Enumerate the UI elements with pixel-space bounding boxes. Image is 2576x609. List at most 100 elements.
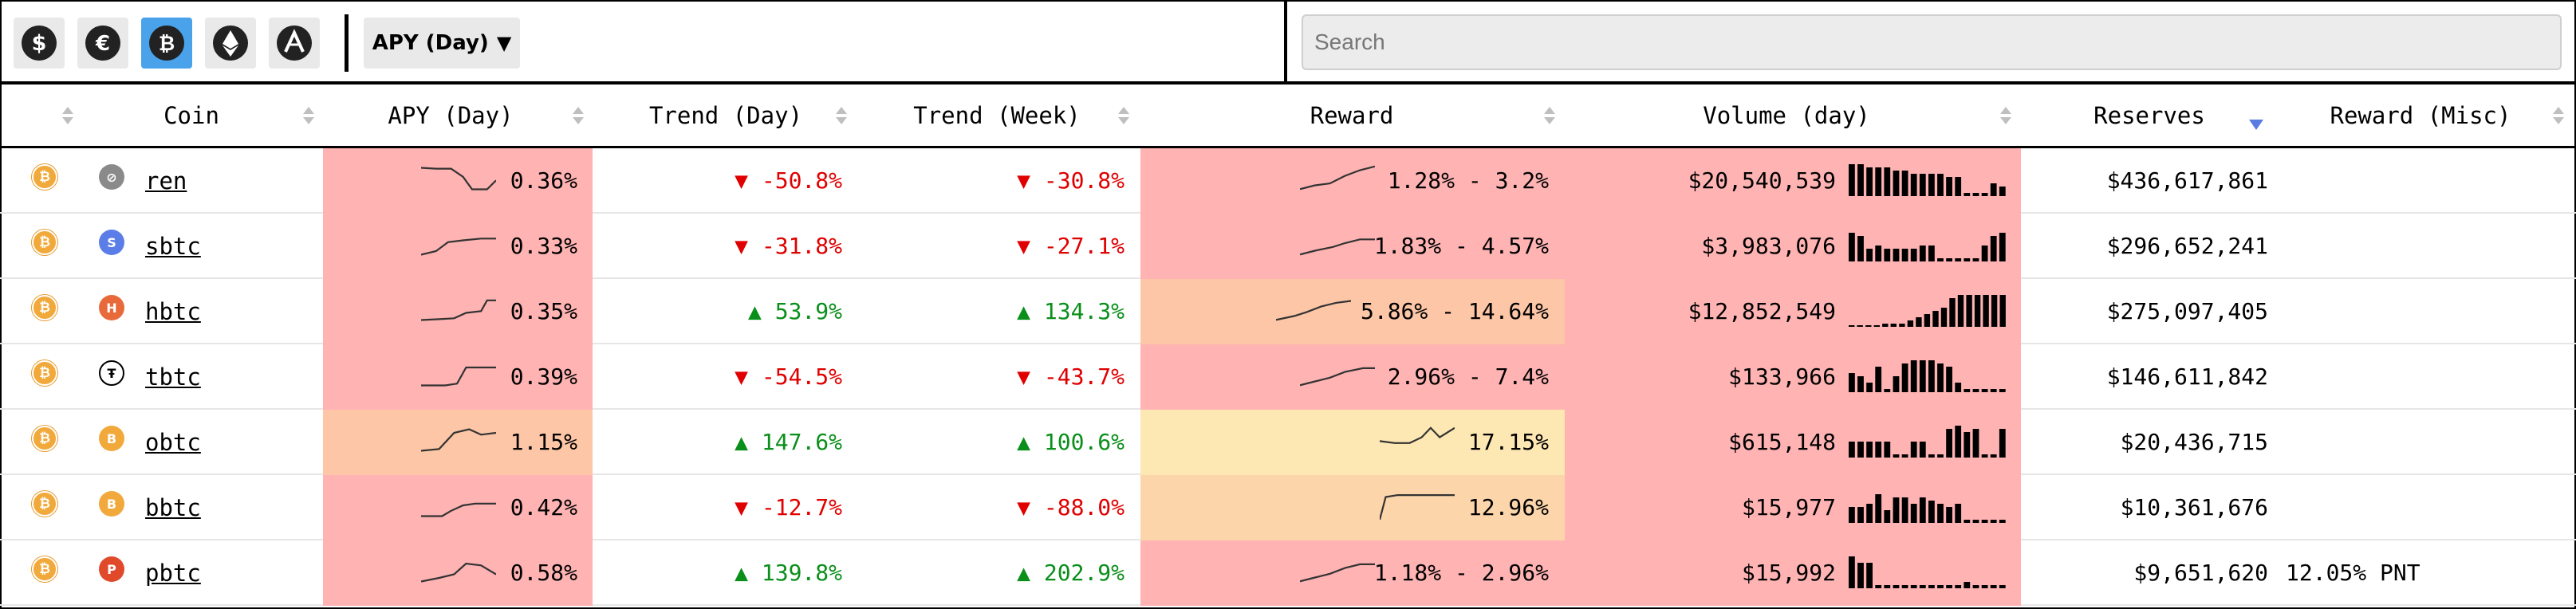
- volume-bar: [1991, 295, 1998, 327]
- trend-week-value: ▲ 202.9%: [1017, 559, 1125, 586]
- header-volume-day[interactable]: Volume (day): [1563, 84, 2010, 146]
- header-reward-misc[interactable]: Reward (Misc): [2281, 84, 2560, 146]
- volume-bar: [1928, 454, 1935, 458]
- coin-link[interactable]: ren: [145, 167, 187, 194]
- header-reserves-label: Reserves: [2093, 101, 2205, 129]
- currency-arb-button[interactable]: [269, 18, 320, 69]
- reserves-value: $10,361,676: [2120, 493, 2268, 521]
- volume-bar: [1884, 389, 1891, 392]
- volume-bar: [1857, 563, 1864, 588]
- coin-link[interactable]: bbtc: [145, 494, 201, 521]
- reward-value: 1.83% - 4.57%: [1373, 232, 1549, 259]
- volume-bar: [1884, 167, 1891, 196]
- trend-day-value: ▼ -50.8%: [735, 167, 842, 194]
- volume-bar: [1972, 429, 1979, 458]
- svg-text:€: €: [95, 32, 110, 56]
- header-apy-day[interactable]: APY (Day): [327, 84, 574, 146]
- reward-sparkline: [1300, 563, 1375, 583]
- sort-icon[interactable]: [2553, 107, 2564, 126]
- reward-value: 5.86% - 14.64%: [1360, 297, 1549, 324]
- volume-bar: [1981, 246, 1988, 261]
- apy-period-select[interactable]: APY (Day) ▼: [364, 18, 520, 69]
- volume-bar: [1964, 193, 1971, 196]
- volume-bar: [1882, 324, 1889, 327]
- coin-link[interactable]: hbtc: [145, 298, 201, 325]
- apy-sparkline: [421, 167, 496, 191]
- sort-icon[interactable]: [836, 107, 847, 126]
- volume-bar: [1972, 193, 1979, 196]
- header-trend-day[interactable]: Trend (Day): [594, 84, 857, 146]
- volume-bar: [1866, 563, 1873, 588]
- bitcoin-icon: ₿: [32, 491, 57, 517]
- reserves-value: $20,436,715: [2120, 428, 2268, 455]
- volume-bar: [1955, 504, 1962, 523]
- volume-bar: [1893, 454, 1900, 458]
- reward-misc-value: [2286, 148, 2557, 212]
- trend-week-value: ▼ -88.0%: [1017, 493, 1125, 521]
- currency-btc-button[interactable]: ₿: [141, 18, 192, 69]
- bitcoin-icon: ₿: [149, 26, 184, 61]
- volume-bar: [1893, 249, 1900, 261]
- volume-bar: [1849, 556, 1855, 588]
- volume-bar: [1955, 258, 1962, 261]
- apy-cell-bg: [323, 214, 593, 279]
- header-trend-day-label: Trend (Day): [648, 101, 803, 129]
- volume-bar: [1875, 246, 1882, 261]
- volume-bar: [1999, 295, 2006, 327]
- coin-link[interactable]: sbtc: [145, 233, 201, 260]
- header-coin[interactable]: Coin: [80, 84, 303, 146]
- volume-bar: [1866, 167, 1873, 196]
- sort-icon[interactable]: [1544, 107, 1555, 126]
- toolbar: $ € ₿ APY (Day) ▼: [0, 0, 2576, 84]
- volume-bar: [1964, 258, 1971, 261]
- volume-bar: [1919, 497, 1926, 523]
- volume-bar: [1901, 363, 1908, 392]
- reserves-value: $436,617,861: [2106, 167, 2268, 194]
- volume-bar: [1946, 585, 1952, 588]
- sort-icon[interactable]: [573, 107, 584, 126]
- table-row[interactable]: ₿ ⊘ ren 0.36% ▼ -50.8% ▼ -30.8% 1.28% - 3.2% $2…: [0, 148, 2576, 214]
- volume-bar: [1899, 324, 1905, 327]
- volume-cell-bg: [1565, 540, 2021, 606]
- coin-link[interactable]: obtc: [145, 429, 201, 456]
- currency-eth-button[interactable]: [205, 18, 256, 69]
- volume-bar: [1937, 258, 1944, 261]
- volume-bar: [1857, 376, 1864, 392]
- sort-icon[interactable]: [62, 107, 73, 126]
- apy-value: 0.42%: [510, 493, 577, 521]
- currency-eur-button[interactable]: €: [77, 18, 128, 69]
- volume-bar: [1928, 246, 1935, 261]
- volume-bar: [1972, 585, 1979, 588]
- header-reward[interactable]: Reward: [1140, 84, 1563, 146]
- volume-bar: [1937, 174, 1944, 196]
- reward-misc-value: [2286, 214, 2557, 277]
- currency-usd-button[interactable]: $: [14, 18, 65, 69]
- volume-bar: [1955, 426, 1962, 458]
- sort-icon[interactable]: [1118, 107, 1129, 126]
- coin-link[interactable]: pbtc: [145, 560, 201, 587]
- search-input[interactable]: [1302, 14, 2562, 70]
- sort-icon[interactable]: [2000, 107, 2011, 126]
- sort-desc-icon[interactable]: [2249, 120, 2263, 130]
- header-reserves[interactable]: Reserves: [2022, 84, 2277, 146]
- reward-sparkline: [1380, 426, 1455, 444]
- header-trend-week[interactable]: Trend (Week): [865, 84, 1128, 146]
- volume-bar: [1937, 585, 1944, 588]
- volume-bar: [1857, 236, 1864, 261]
- hbtc-logo-icon: H: [99, 295, 124, 320]
- caret-down-icon: ▼: [496, 32, 512, 54]
- reserves-value: $9,651,620: [2133, 559, 2268, 586]
- sort-icon[interactable]: [303, 107, 314, 126]
- volume-bar: [1884, 249, 1891, 261]
- coin-link[interactable]: tbtc: [145, 363, 201, 391]
- volume-bar: [1990, 585, 1997, 588]
- volume-bar: [1999, 585, 2006, 588]
- reward-value: 12.96%: [1467, 493, 1549, 521]
